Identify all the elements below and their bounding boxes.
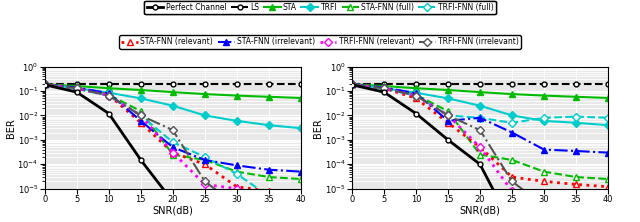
X-axis label: SNR(dB): SNR(dB) xyxy=(152,205,193,215)
X-axis label: SNR(dB): SNR(dB) xyxy=(460,205,500,215)
Y-axis label: BER: BER xyxy=(314,118,323,137)
Y-axis label: BER: BER xyxy=(6,118,16,137)
Legend: STA-FNN (relevant), STA-FNN (irrelevant), TRFI-FNN (relevant), TRFI-FNN (irrelev: STA-FNN (relevant), STA-FNN (irrelevant)… xyxy=(119,35,521,49)
Legend: Perfect Channel, LS, STA, TRFI, STA-FNN (full), TRFI-FNN (full): Perfect Channel, LS, STA, TRFI, STA-FNN … xyxy=(145,1,495,14)
